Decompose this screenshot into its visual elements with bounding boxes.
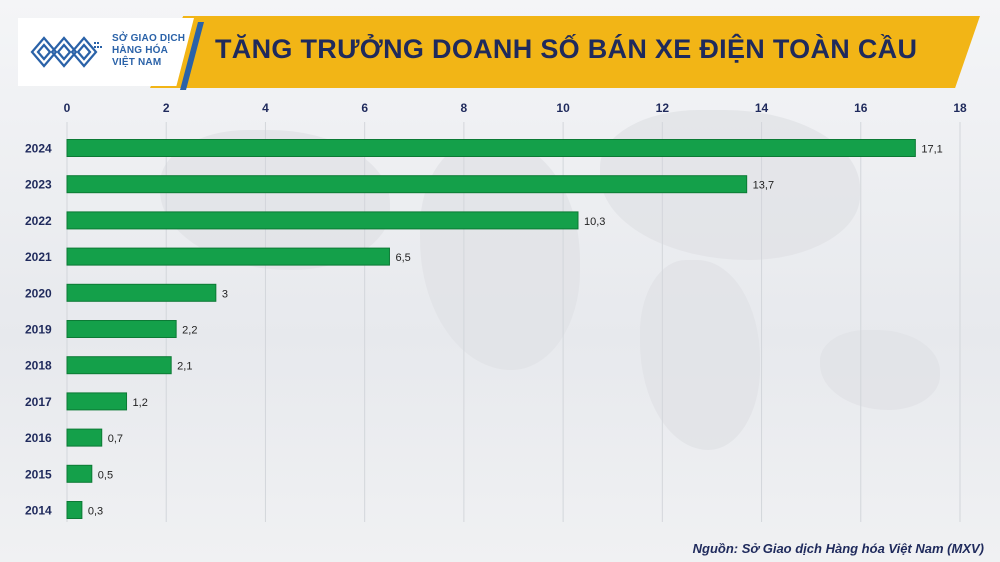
x-tick-label: 4 <box>262 101 269 115</box>
y-category-label: 2023 <box>25 178 52 192</box>
y-category-label: 2020 <box>25 286 52 300</box>
y-category-label: 2024 <box>25 142 52 156</box>
data-label: 1,2 <box>133 397 148 409</box>
logo-line: SỞ GIAO DỊCH <box>112 33 186 44</box>
bar <box>66 283 217 302</box>
y-category-label: 2021 <box>25 250 52 264</box>
logo-line: HÀNG HÓA <box>112 45 169 56</box>
chart-title: TĂNG TRƯỞNG DOANH SỐ BÁN XE ĐIỆN TOÀN CẦ… <box>215 34 918 64</box>
logo-text: SỞ GIAO DỊCH HÀNG HÓA VIỆT NAM <box>112 33 196 69</box>
y-category-label: 2018 <box>25 359 52 373</box>
data-label: 13,7 <box>753 180 774 192</box>
world-map-shape <box>820 330 940 410</box>
source-note: Nguồn: Sở Giao dịch Hàng hóa Việt Nam (M… <box>692 541 984 556</box>
bar <box>66 392 128 411</box>
x-tick-label: 16 <box>854 101 868 115</box>
logo-accent-stripe <box>180 22 204 90</box>
y-category-label: 2022 <box>25 214 52 228</box>
bar <box>66 211 579 230</box>
x-tick-label: 12 <box>656 101 670 115</box>
data-label: 17,1 <box>921 144 942 156</box>
data-label: 6,5 <box>395 252 410 264</box>
data-label: 2,1 <box>177 361 192 373</box>
data-label: 2,2 <box>182 325 197 337</box>
y-category-label: 2019 <box>25 323 52 337</box>
data-label: 0,5 <box>98 469 113 481</box>
x-tick-label: 10 <box>556 101 570 115</box>
logo-box <box>18 18 194 86</box>
data-label: 0,7 <box>108 433 123 445</box>
y-category-label: 2015 <box>25 467 52 481</box>
x-tick-label: 6 <box>361 101 368 115</box>
x-tick-label: 0 <box>64 101 71 115</box>
bar <box>66 175 748 194</box>
bar <box>66 139 916 157</box>
world-map-shape <box>640 260 760 450</box>
logo-icon <box>30 36 102 68</box>
bar <box>66 247 390 266</box>
bar <box>66 464 93 483</box>
x-tick-label: 2 <box>163 101 170 115</box>
header-band <box>150 16 980 88</box>
bar <box>66 320 177 338</box>
x-tick-label: 8 <box>461 101 468 115</box>
y-category-label: 2016 <box>25 431 52 445</box>
logo-line: VIỆT NAM <box>112 57 162 68</box>
y-category-label: 2017 <box>25 395 52 409</box>
x-tick-label: 14 <box>755 101 769 115</box>
y-category-label: 2014 <box>25 504 52 518</box>
bar <box>66 501 83 519</box>
bar <box>66 356 172 375</box>
data-label: 10,3 <box>584 216 605 228</box>
data-label: 0,3 <box>88 506 103 518</box>
data-label: 3 <box>222 288 228 300</box>
x-tick-label: 18 <box>953 101 967 115</box>
bar <box>66 428 103 447</box>
